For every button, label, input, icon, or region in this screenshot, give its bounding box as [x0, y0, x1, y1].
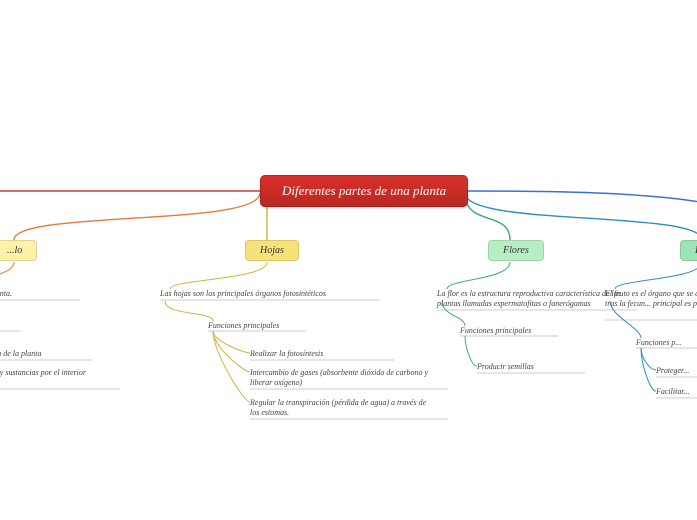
root-node[interactable]: Diferentes partes de una planta: [260, 175, 468, 207]
functions-label: Funciones p...: [636, 338, 697, 348]
branch-label: ...lo: [7, 245, 22, 256]
branch-node-hojas[interactable]: Hojas: [245, 240, 299, 261]
function-item: Intercambio de gases (absorbente dióxido…: [250, 368, 470, 388]
branch-label: Flores: [503, 245, 529, 256]
function-item: Producir semillas: [477, 362, 597, 372]
branch-desc: que sostiene la planta.: [0, 289, 80, 299]
branch-desc: Las hojas son los principales órganos fo…: [160, 289, 380, 299]
functions-label: Funciones principales: [208, 321, 348, 331]
branch-label: Hojas: [260, 245, 284, 256]
connector-lines: [0, 0, 697, 520]
function-item: Proteger...: [656, 366, 697, 376]
mindmap-canvas: Diferentes partes de una planta ...lo que…: [0, 0, 697, 520]
function-item: rtar los nutrientes y sustancias por el …: [0, 368, 140, 388]
root-label: Diferentes partes de una planta: [282, 183, 446, 198]
branch-node-flores[interactable]: Flores: [488, 240, 544, 261]
functions-label: Funciones principales: [460, 326, 600, 336]
function-item: Realizar la fotosíntesis: [250, 349, 410, 359]
function-item: toda la parte aérea de la planta: [0, 349, 110, 359]
branch-node-fruto[interactable]: Frut...: [680, 240, 697, 261]
branch-desc: El fruto es el órgano que se d... ovario…: [605, 289, 697, 309]
branch-node-tallo[interactable]: ...lo: [0, 240, 37, 261]
function-item: Regular la transpiración (pérdida de agu…: [250, 398, 470, 418]
functions-label: rincipales: [0, 321, 50, 331]
function-item: Facilitar...: [656, 387, 697, 397]
